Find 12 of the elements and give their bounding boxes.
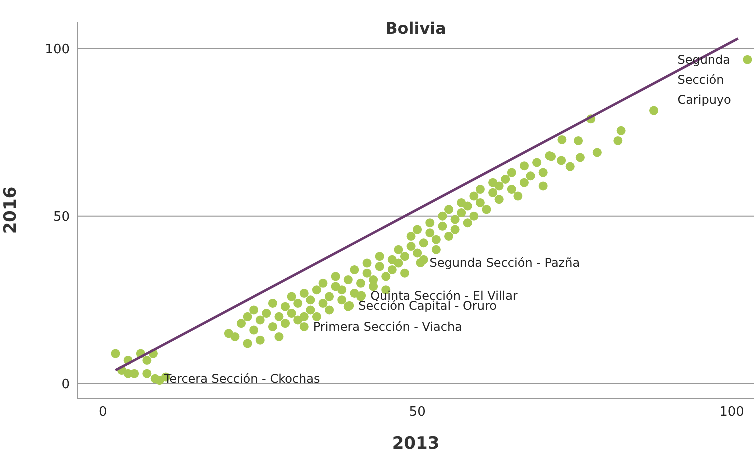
x-axis-title: 2013 [392, 434, 440, 449]
y-tick-label: 100 [45, 42, 70, 58]
x-tick-label: 0 [99, 405, 108, 420]
y-axis-title: 2016 [1, 186, 22, 234]
annotation: Segunda Sección - Pazña [430, 256, 580, 270]
annotation: Tercera Sección - Ckochas [163, 372, 320, 386]
chart-title: Bolivia [386, 19, 446, 38]
annotation: Primera Sección - Viacha [313, 320, 462, 334]
x-tick-label: 50 [409, 405, 426, 420]
x-tick-label: 100 [720, 405, 744, 420]
y-tick-label: 50 [53, 210, 70, 225]
y-tick-label: 0 [62, 378, 70, 393]
